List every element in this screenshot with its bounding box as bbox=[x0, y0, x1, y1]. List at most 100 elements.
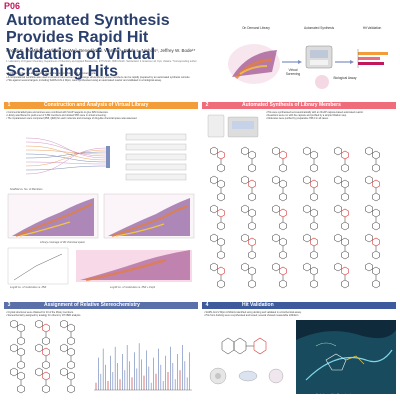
section-title: Assignment of Relative Stereochemistry bbox=[44, 302, 140, 308]
molecule-structure bbox=[272, 233, 287, 260]
section-number: 4 bbox=[205, 302, 209, 308]
density-plot-left bbox=[7, 193, 99, 239]
molecule-structure bbox=[210, 262, 225, 289]
section-number: 2 bbox=[205, 102, 209, 108]
virtual-screening-label: Virtual Screening bbox=[285, 68, 301, 76]
scaffold-flow-figure bbox=[6, 128, 196, 188]
molecule-structure bbox=[241, 262, 256, 289]
molecule-grid-section-2 bbox=[204, 145, 396, 295]
bullet: Hits were synthesised semi-automatically… bbox=[266, 111, 394, 114]
molecule-structure bbox=[60, 319, 75, 346]
molecule-structure bbox=[35, 367, 50, 394]
molecule-structure bbox=[210, 175, 225, 202]
molecule-structure bbox=[10, 343, 25, 370]
hit-molecules-figure bbox=[204, 322, 292, 396]
fig-caption: Log10 no. of molecules vs. PMI bbox=[10, 286, 47, 289]
bullet: Hits from docking were resynthesised and… bbox=[204, 314, 394, 317]
hit-molecule bbox=[221, 337, 267, 355]
section-4-bullets: SARS-CoV-2 Mpro inhibitors identified us… bbox=[204, 311, 394, 317]
molecule-structure bbox=[303, 204, 318, 231]
section-3-header: 3 Assignment of Relative Stereochemistry bbox=[4, 302, 198, 309]
docking-pose-image bbox=[296, 320, 396, 394]
molecule-structure bbox=[334, 146, 349, 173]
molecule-structure bbox=[365, 233, 380, 260]
intro-bullet: Hits against several targets, including … bbox=[6, 79, 226, 83]
heatmap-grid bbox=[76, 250, 192, 282]
molecule-structure bbox=[60, 367, 75, 394]
synthesis-console-image bbox=[204, 111, 264, 141]
bullet: The 3-parameters were computed (PMI, QED… bbox=[6, 117, 196, 120]
on-demand-library-label: On Demand Library bbox=[242, 26, 270, 30]
bullet: Commercial aldehydes and amines were com… bbox=[6, 111, 196, 114]
molecule-structure bbox=[272, 175, 287, 202]
fig-caption: Library coverage of 3D chemical space bbox=[40, 241, 85, 244]
molecule-structure bbox=[241, 146, 256, 173]
bullet: Reactions were run with the capsule and … bbox=[266, 114, 394, 117]
flow-lines bbox=[25, 137, 107, 175]
molecule-structure bbox=[210, 204, 225, 231]
intro-bullet: Synthesis is the rate-determining step i… bbox=[6, 72, 226, 76]
molecule-structure bbox=[272, 204, 287, 231]
intro-bullet: A computational workflow was used to con… bbox=[6, 76, 226, 80]
molecule-structure bbox=[303, 233, 318, 260]
intro-bullets: Synthesis is the rate-determining step i… bbox=[6, 72, 226, 83]
section-title: Hit Validation bbox=[242, 302, 274, 308]
workflow-graphic: On Demand Library Automated Synthesis Hi… bbox=[222, 22, 394, 92]
section-2-bullets: Hits were synthesised semi-automatically… bbox=[266, 111, 394, 121]
bullet: Library was filtered to yield a set of 3… bbox=[6, 114, 196, 117]
microbe-icon bbox=[238, 370, 258, 382]
assay-icon bbox=[268, 368, 284, 384]
on-demand-library-cloud bbox=[228, 44, 280, 84]
section-4-header: 4 Hit Validation bbox=[202, 302, 396, 309]
molecule-structure bbox=[334, 233, 349, 260]
bullet: SARS-CoV-2 Mpro inhibitors identified us… bbox=[204, 311, 394, 314]
molecule-structure bbox=[334, 175, 349, 202]
fig-caption: Scaffold vs. No. of Members bbox=[10, 188, 43, 191]
bullet: Crystal structures were obtained for 10 … bbox=[6, 311, 196, 314]
section-2-header: 2 Automated Synthesis of Library Members bbox=[202, 102, 396, 109]
poster-id: P06 bbox=[4, 1, 21, 11]
molecule-structure bbox=[10, 319, 25, 346]
density-plot-right bbox=[103, 193, 195, 239]
section-number: 3 bbox=[7, 302, 11, 308]
fig-caption: Log10 no. of molecules vs. PMI + Fsp3 bbox=[110, 286, 155, 289]
molecule-structure bbox=[272, 262, 287, 289]
section-number: 1 bbox=[7, 102, 11, 108]
molecule-structure bbox=[10, 367, 25, 394]
molecule-structure bbox=[241, 204, 256, 231]
molecule-structure bbox=[365, 204, 380, 231]
automated-synthesis-label: Automated Synthesis bbox=[303, 26, 335, 30]
molecule-structure bbox=[365, 175, 380, 202]
molecule-grid-section-3 bbox=[6, 319, 86, 396]
poster-title: Automated Synthesis Provides Rapid Hit V… bbox=[6, 12, 170, 80]
molecule-structure bbox=[35, 343, 50, 370]
molecule-structure bbox=[303, 175, 318, 202]
molecule-structure bbox=[334, 262, 349, 289]
biological-assay-label: Biological Assay bbox=[333, 76, 357, 80]
molecule-structure bbox=[365, 262, 380, 289]
density-plots bbox=[6, 192, 196, 240]
bullet: Molecules were purified by preparative H… bbox=[266, 117, 394, 120]
molecule-structure bbox=[303, 146, 318, 173]
section-1-bullets: Commercial aldehydes and amines were com… bbox=[6, 111, 196, 121]
section-title: Automated Synthesis of Library Members bbox=[242, 102, 341, 108]
affiliations: 1. Laboratory of Organic Chemistry, Depa… bbox=[6, 60, 198, 63]
docking-caption: Docked pose of hit in Mpro active site bbox=[316, 394, 353, 396]
molecule-structure bbox=[272, 146, 287, 173]
hit-validation-bars bbox=[357, 49, 388, 68]
scaffold-boxes bbox=[125, 133, 187, 181]
molecule-structure bbox=[210, 146, 225, 173]
molecule-structure bbox=[241, 175, 256, 202]
nmr-spectra-figure bbox=[90, 320, 196, 396]
hit-validation-label: Hit Validation bbox=[362, 26, 382, 30]
synthesizer-icon bbox=[305, 45, 333, 69]
molecule-structure bbox=[334, 204, 349, 231]
section-1-header: 1 Construction and Analysis of Virtual Li… bbox=[4, 102, 198, 109]
molecule-structure bbox=[60, 343, 75, 370]
authors: Angus E. McMillan¹, Wilson W. Wu², Bened… bbox=[6, 48, 196, 53]
section-3-bullets: Crystal structures were obtained for 10 … bbox=[6, 311, 196, 317]
virus-icon bbox=[209, 367, 227, 385]
section-title: Construction and Analysis of Virtual Lib… bbox=[44, 102, 149, 108]
molecule-structure bbox=[241, 233, 256, 260]
molecule-structure bbox=[365, 146, 380, 173]
